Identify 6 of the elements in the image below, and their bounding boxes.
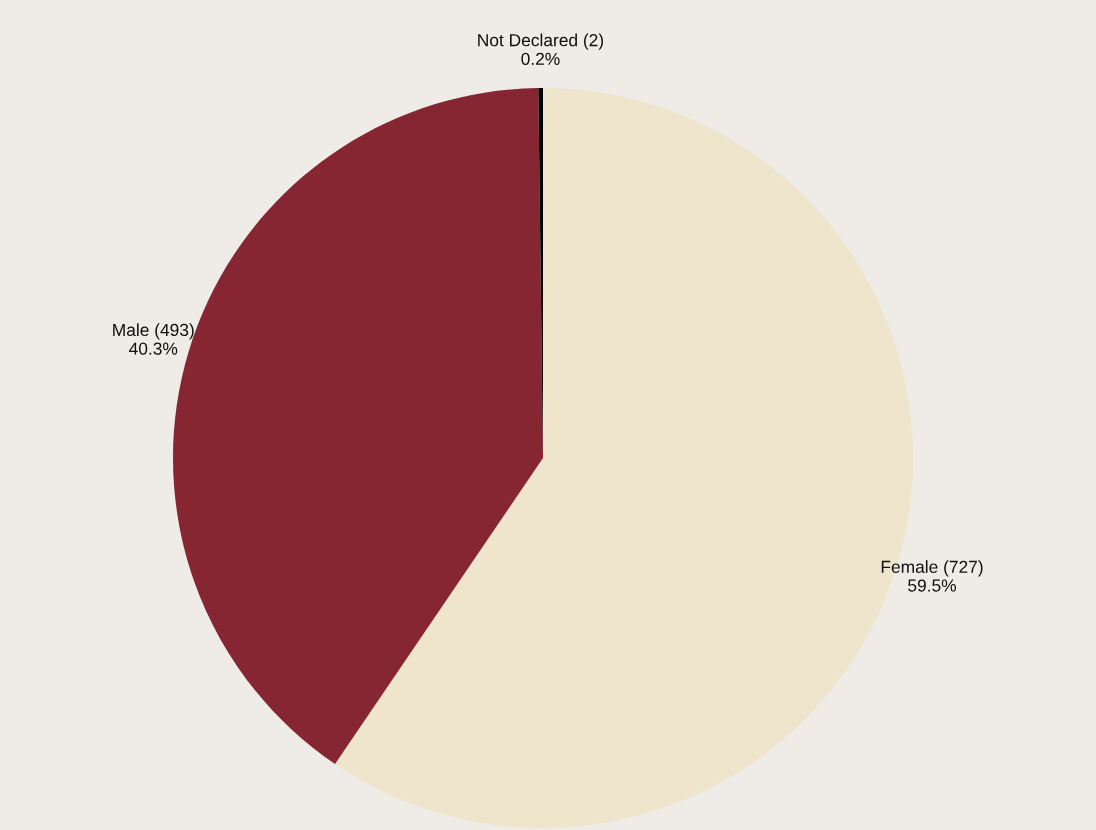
- data-label: 0.2%: [521, 52, 560, 66]
- slice-label: Female (727): [881, 560, 983, 577]
- data-label: 40.3%: [129, 342, 178, 355]
- slice-label: Male (493): [113, 323, 194, 340]
- slice-label: Not Declared (2): [478, 33, 604, 50]
- data-label: 59.5%: [908, 579, 956, 592]
